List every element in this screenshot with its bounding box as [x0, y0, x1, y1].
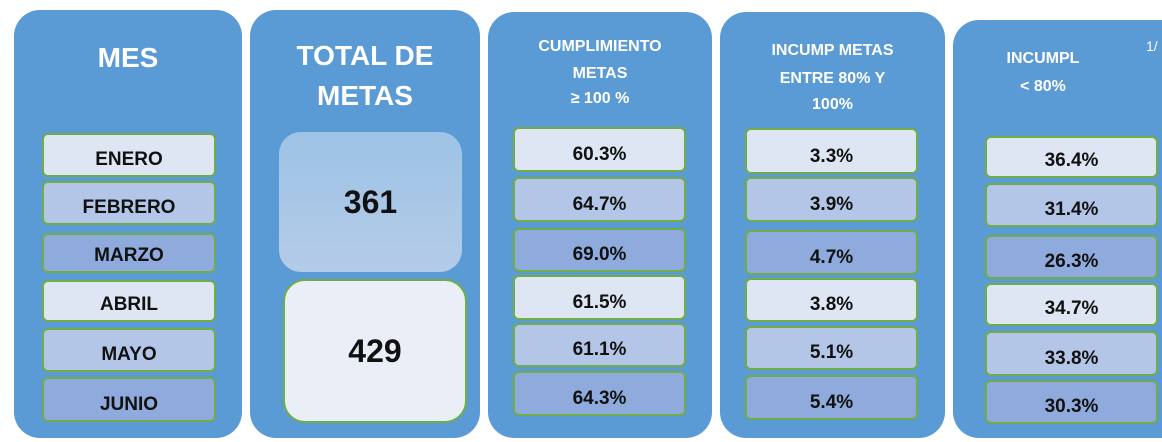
total-box: 429	[283, 279, 467, 423]
column-header: METAS	[572, 65, 628, 82]
table-cell: 64.7%	[513, 177, 686, 222]
table-cell: 30.3%	[985, 380, 1158, 424]
column-header: TOTAL DE	[296, 40, 434, 71]
table-cell: 33.8%	[985, 331, 1158, 376]
page-number: 1/	[1146, 38, 1158, 54]
panel	[488, 12, 712, 438]
column-header: INCUMP METAS	[771, 42, 894, 59]
total-box: 361	[279, 132, 462, 272]
column-header: ENTRE 80% Y	[779, 70, 886, 87]
table-cell: 5.1%	[745, 326, 918, 370]
column-header: INCUMPL	[1006, 50, 1080, 67]
table-cell: 36.4%	[985, 136, 1158, 178]
table-cell: 3.8%	[745, 278, 918, 322]
table-cell: 34.7%	[985, 283, 1158, 326]
table-cell: 61.1%	[513, 323, 686, 367]
table-cell: 31.4%	[985, 183, 1158, 227]
table-cell: 60.3%	[513, 127, 686, 172]
column-header: ≥ 100 %	[570, 90, 630, 107]
table-cell: 3.9%	[745, 177, 918, 222]
table-cell: MARZO	[42, 233, 216, 273]
table-cell: ENERO	[42, 133, 216, 177]
column-header: CUMPLIMIENTO	[538, 38, 662, 55]
table-cell: 64.3%	[513, 371, 686, 416]
table-cell: 5.4%	[745, 375, 918, 420]
table-cell: 4.7%	[745, 230, 918, 275]
column-header: METAS	[317, 80, 413, 111]
table-cell: 26.3%	[985, 235, 1158, 279]
column-header: MES	[97, 42, 159, 73]
table-cell: 3.3%	[745, 128, 918, 174]
column-header: 100%	[812, 96, 853, 113]
table-cell: JUNIO	[42, 377, 216, 422]
table-cell: FEBRERO	[42, 181, 216, 225]
column-header: < 80%	[1020, 78, 1066, 95]
table-cell: MAYO	[42, 328, 216, 372]
table-cell: 69.0%	[513, 228, 686, 272]
table-cell: 61.5%	[513, 275, 686, 320]
table-cell: ABRIL	[42, 280, 216, 322]
